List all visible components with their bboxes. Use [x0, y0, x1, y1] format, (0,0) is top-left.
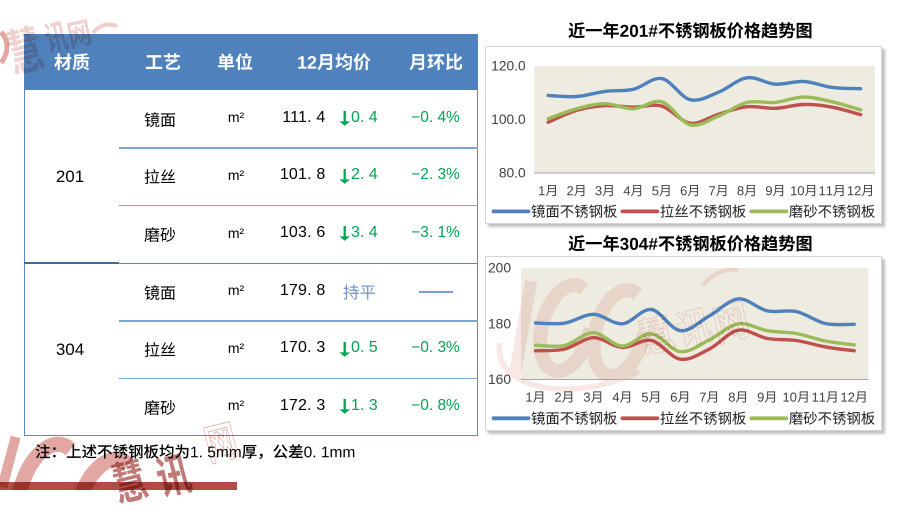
svg-text:180: 180	[488, 316, 511, 331]
svg-text:200: 200	[488, 261, 511, 276]
svg-text:100.0: 100.0	[491, 112, 526, 127]
svg-text:120.0: 120.0	[491, 59, 526, 74]
svg-text:80.0: 80.0	[499, 166, 526, 181]
svg-text:160: 160	[488, 372, 511, 387]
